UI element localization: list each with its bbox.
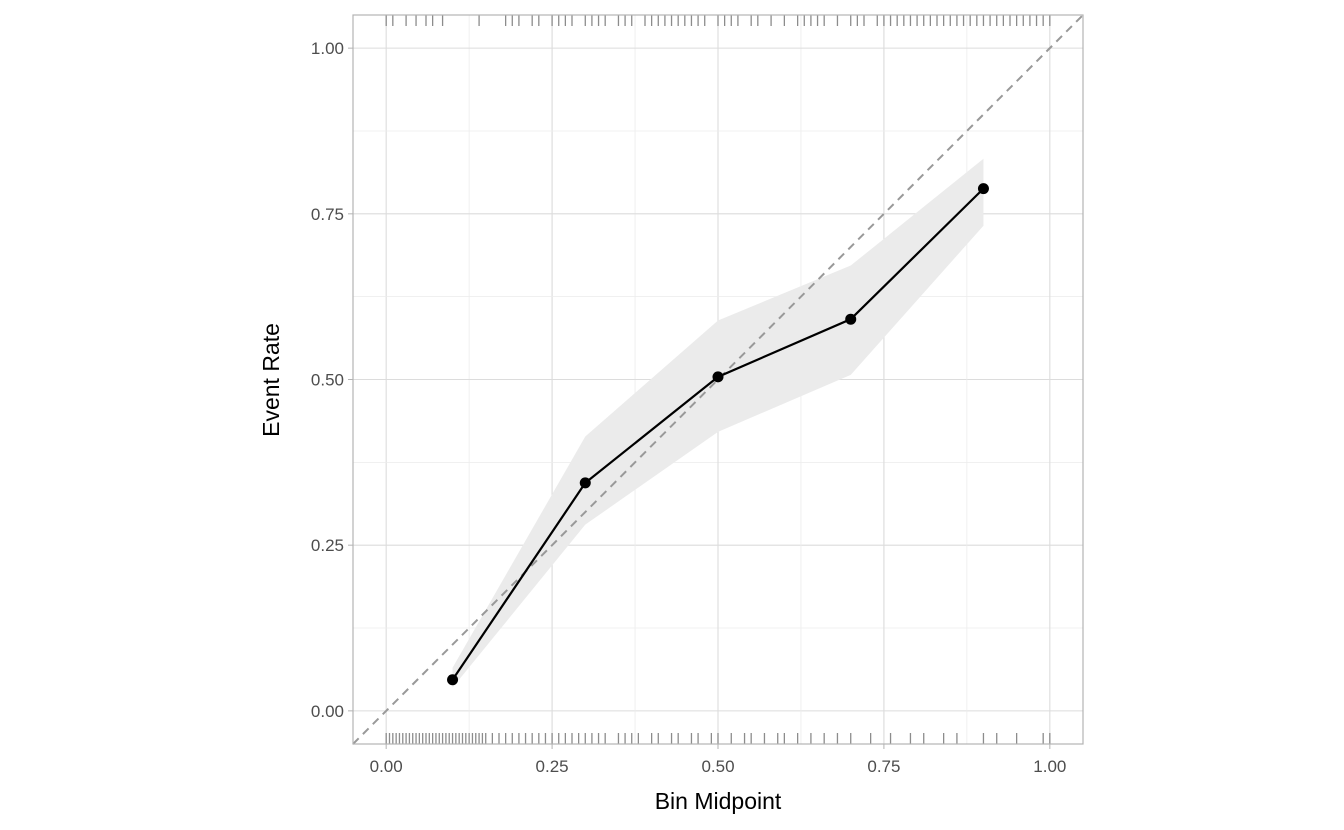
y-tick-label: 0.50 [311,371,344,390]
x-axis: 0.00 0.25 0.50 0.75 1.00 [370,744,1066,776]
y-axis-title: Event Rate [258,323,284,437]
rug-layer [385,15,1051,744]
y-tick-label: 1.00 [311,39,344,58]
x-axis-title: Bin Midpoint [655,788,782,814]
data-point [845,313,857,325]
reference-line [352,14,1084,745]
y-tick-label: 0.25 [311,536,344,555]
x-tick-label: 0.00 [370,757,403,776]
x-tick-label: 0.25 [536,757,569,776]
data-point [447,674,459,686]
data-point [579,477,591,489]
x-tick-label: 1.00 [1033,757,1066,776]
y-tick-label: 0.00 [311,702,344,721]
ribbon-layer [452,158,984,688]
reference-layer [352,14,1084,745]
line-layer [447,183,989,686]
confidence-ribbon [452,158,984,688]
data-point [977,183,989,195]
x-tick-label: 0.75 [867,757,900,776]
x-tick-label: 0.50 [701,757,734,776]
y-tick-label: 0.75 [311,205,344,224]
y-axis: 0.00 0.25 0.50 0.75 1.00 [311,39,353,721]
data-point [712,371,724,383]
